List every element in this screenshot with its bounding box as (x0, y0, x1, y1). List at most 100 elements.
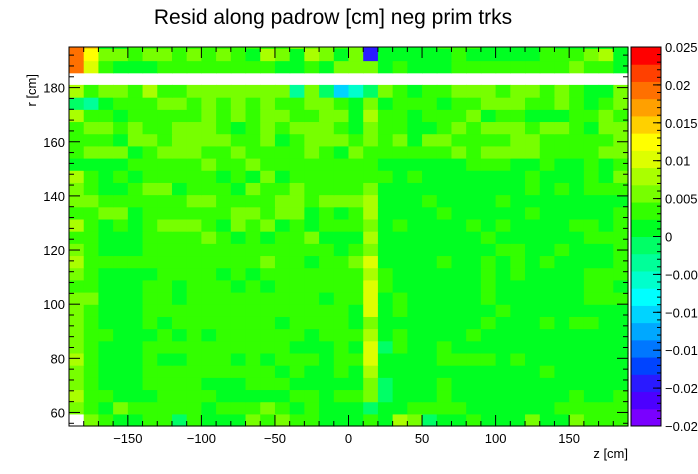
heatmap-cell (407, 121, 423, 135)
heatmap-cell (407, 267, 423, 281)
heatmap-cell (201, 389, 217, 403)
heatmap-cell (377, 279, 394, 293)
heatmap-cell (157, 267, 173, 281)
heatmap-cell (304, 97, 320, 110)
heatmap-cell (363, 206, 379, 220)
color-scale-step (631, 202, 661, 220)
heatmap-cell (245, 292, 261, 305)
heatmap-cell (201, 121, 217, 135)
heatmap-cell (422, 231, 438, 244)
heatmap-cell (274, 170, 291, 183)
heatmap-cell (539, 316, 556, 330)
heatmap-cell (230, 157, 247, 171)
heatmap-cell (319, 267, 335, 281)
heatmap-cell (201, 60, 217, 74)
heatmap-cell (569, 255, 585, 269)
heatmap-cell (583, 340, 600, 354)
heatmap-cell (436, 267, 453, 281)
heatmap-cell (377, 352, 394, 366)
heatmap-cell (304, 218, 320, 232)
heatmap-cell (113, 389, 129, 403)
heatmap-cell (510, 157, 526, 171)
heatmap-cell (186, 84, 202, 98)
heatmap-cell (525, 133, 541, 147)
heatmap-cell (274, 255, 291, 269)
heatmap-cell (583, 231, 600, 244)
heatmap-cell (157, 48, 173, 62)
heatmap-cell (583, 413, 600, 427)
heatmap-cell (554, 109, 570, 123)
heatmap-cell (127, 47, 144, 49)
heatmap-cell (451, 157, 467, 171)
heatmap-cell (480, 292, 497, 305)
heatmap-cell (377, 97, 394, 110)
heatmap-cell (230, 206, 247, 220)
heatmap-cell (230, 316, 247, 330)
color-scale-step (631, 305, 661, 324)
heatmap-cell (495, 365, 511, 378)
heatmap-cell (554, 97, 570, 110)
heatmap-cell (113, 377, 129, 391)
heatmap-cell (480, 365, 497, 378)
heatmap-cell (113, 267, 129, 281)
heatmap-cell (569, 84, 585, 98)
heatmap-cell (348, 267, 364, 281)
heatmap-cell (157, 340, 173, 354)
heatmap-cell (348, 255, 364, 269)
heatmap-cell (363, 413, 379, 427)
heatmap-cell (436, 84, 453, 98)
heatmap-cell (363, 47, 379, 49)
heatmap-cell (598, 84, 614, 98)
heatmap-cell (304, 157, 320, 171)
heatmap-cell (69, 389, 85, 403)
heatmap-cell (598, 121, 614, 135)
heatmap-cell (613, 145, 629, 159)
heatmap-cell (171, 97, 188, 110)
color-scale-step (631, 374, 661, 393)
heatmap-cell (171, 316, 188, 330)
heatmap-cell (613, 218, 629, 232)
heatmap-cell (201, 109, 217, 123)
heatmap-cell (171, 413, 188, 427)
heatmap-cell (274, 377, 291, 391)
heatmap-cell (69, 316, 85, 330)
heatmap-cell (260, 121, 276, 135)
heatmap-cell (392, 84, 408, 98)
heatmap-cell (319, 157, 335, 171)
heatmap-cell (569, 365, 585, 378)
heatmap-cell (304, 206, 320, 220)
heatmap-cell (245, 84, 261, 98)
y-tick-label: 60 (51, 405, 65, 420)
heatmap-cell (98, 340, 114, 354)
heatmap-cell (348, 84, 364, 98)
heatmap-cell (407, 84, 423, 98)
y-tick-label: 140 (43, 189, 65, 204)
heatmap-cell (436, 231, 453, 244)
heatmap-cell (613, 316, 629, 330)
heatmap-cell (333, 60, 350, 74)
heatmap-cell (392, 328, 408, 342)
heatmap-cell (171, 47, 188, 49)
heatmap-cell (201, 279, 217, 293)
heatmap-cell (98, 401, 114, 415)
heatmap-cell (319, 133, 335, 147)
heatmap-cell (289, 279, 305, 293)
heatmap-cell (113, 48, 129, 62)
heatmap-cell (83, 365, 100, 378)
heatmap-cell (216, 401, 232, 415)
heatmap-cell (319, 328, 335, 342)
heatmap-cell (245, 267, 261, 281)
heatmap-cell (377, 206, 394, 220)
heatmap-cell (569, 170, 585, 183)
heatmap-cell (363, 194, 379, 208)
heatmap-cell (113, 133, 129, 147)
heatmap-cell (142, 352, 158, 366)
heatmap-cell (510, 206, 526, 220)
heatmap-cell (230, 401, 247, 415)
heatmap-cell (569, 377, 585, 391)
heatmap-cell (83, 377, 100, 391)
heatmap-cell (436, 243, 453, 257)
heatmap-cell (216, 206, 232, 220)
heatmap-cell (274, 365, 291, 378)
heatmap-cell (613, 267, 629, 281)
